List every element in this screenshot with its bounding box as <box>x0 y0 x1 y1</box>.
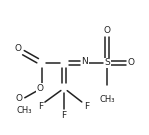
Text: N: N <box>82 57 88 66</box>
Text: O: O <box>16 94 23 104</box>
Text: S: S <box>104 58 110 68</box>
Text: O: O <box>104 26 111 35</box>
Text: CH₃: CH₃ <box>17 106 32 115</box>
Text: O: O <box>14 44 21 53</box>
Text: CH₃: CH₃ <box>100 95 115 104</box>
Text: F: F <box>62 111 67 120</box>
Text: F: F <box>38 102 43 111</box>
Text: O: O <box>37 84 44 93</box>
Text: O: O <box>128 58 135 68</box>
Text: F: F <box>84 102 89 111</box>
